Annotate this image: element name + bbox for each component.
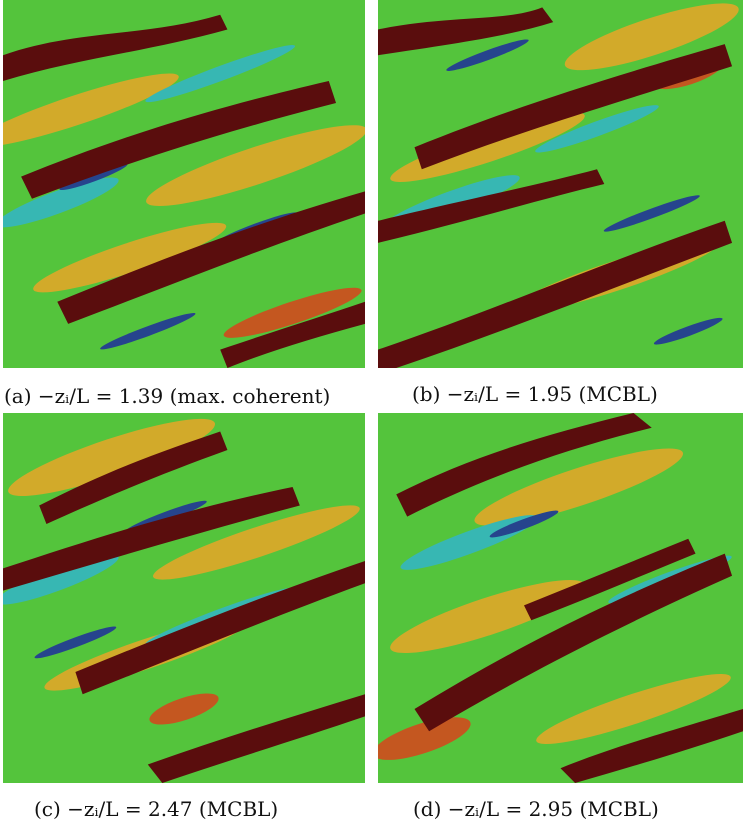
panel-b-caption: (b) −zᵢ/L = 1.95 (MCBL) — [412, 382, 658, 406]
panel-a-caption: (a) −zᵢ/L = 1.39 (max. coherent) — [4, 384, 331, 408]
panel-c-caption: (c) −zᵢ/L = 2.47 (MCBL) — [34, 797, 279, 821]
panel-c-field — [3, 413, 365, 783]
panel-b-visualization — [378, 0, 743, 368]
panel-a-visualization — [3, 0, 365, 368]
panel-d-field — [378, 413, 743, 783]
panel-a-field — [3, 0, 365, 368]
panel-c-visualization — [3, 413, 365, 783]
panel-b-field — [378, 0, 743, 368]
panel-d-visualization — [378, 413, 743, 783]
panel-d-caption: (d) −zᵢ/L = 2.95 (MCBL) — [413, 797, 659, 821]
